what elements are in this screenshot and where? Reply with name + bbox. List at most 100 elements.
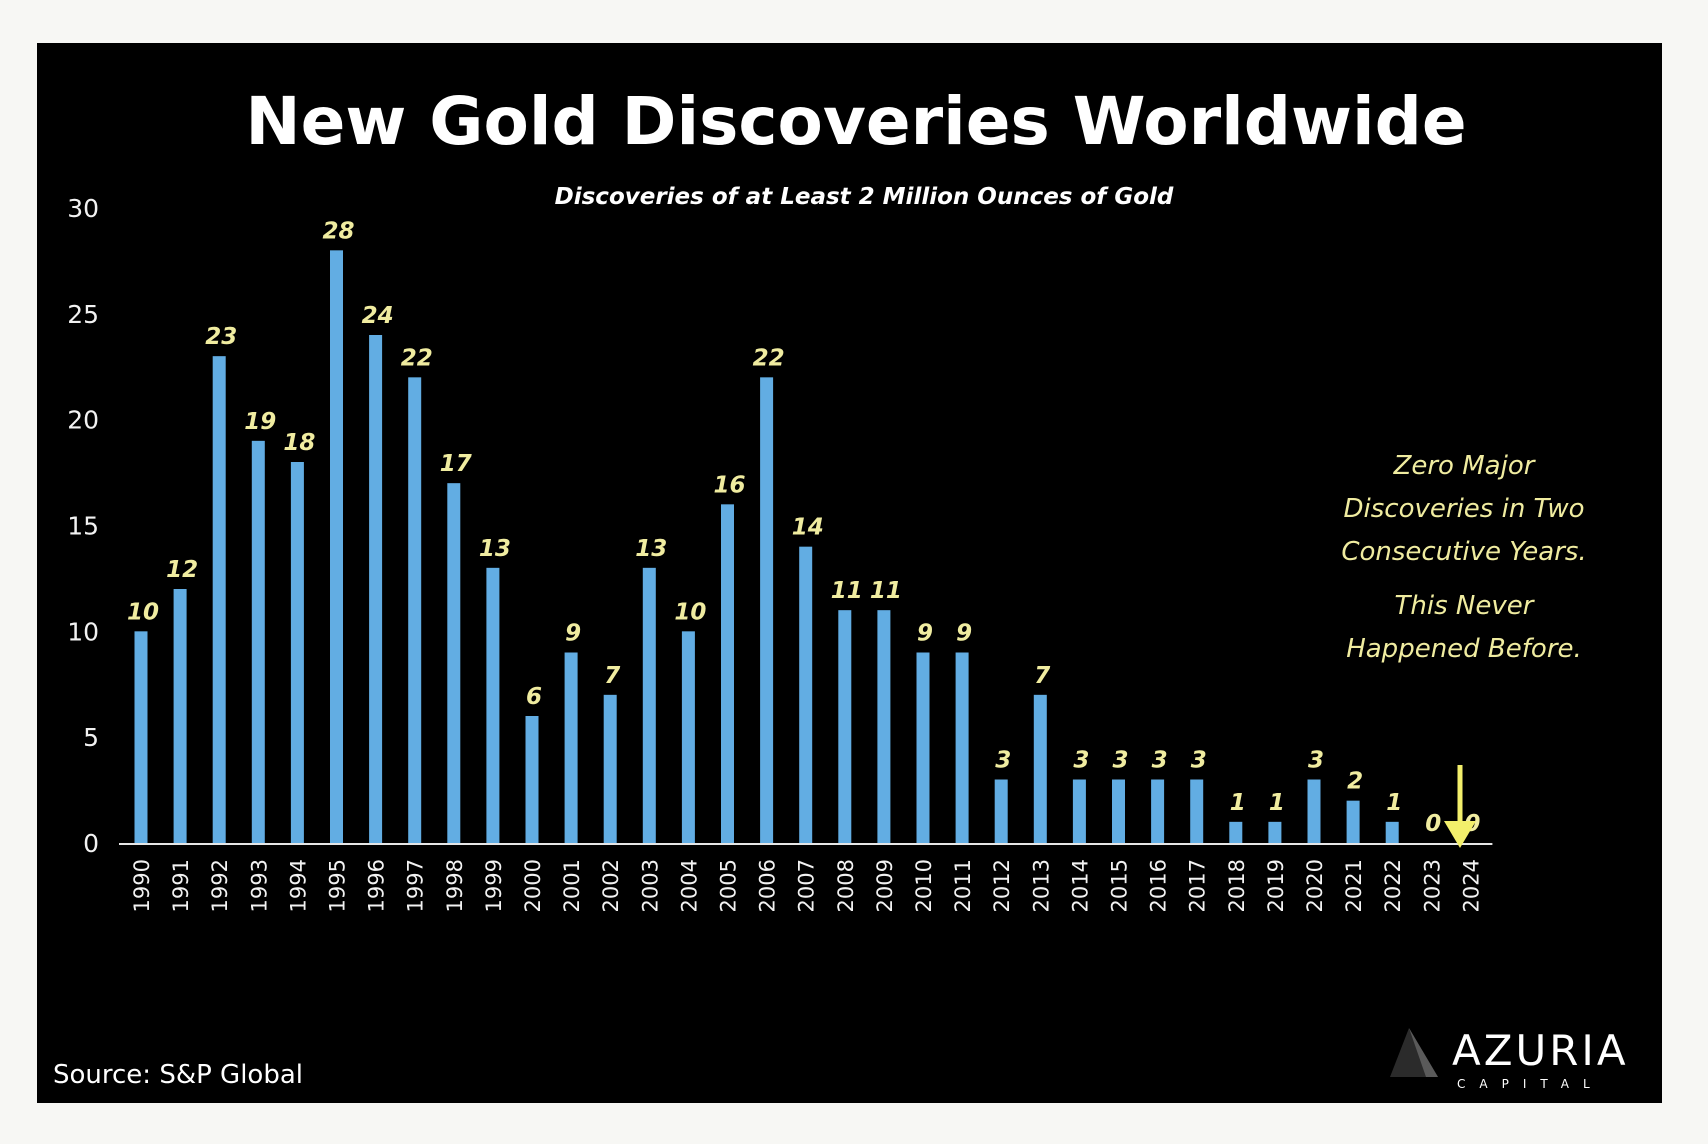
chart-panel: New Gold Discoveries Worldwide Discoveri… [37, 43, 1662, 1103]
x-tick-label: 2015 [1108, 859, 1132, 912]
x-tick-label: 2005 [717, 859, 741, 912]
x-tick-label: 2021 [1342, 859, 1366, 912]
bar [1346, 800, 1360, 843]
x-tick-label: 1992 [208, 859, 232, 912]
annotation-arrow [1444, 765, 1476, 848]
bar-value-label: 22 [753, 345, 785, 371]
x-tick-label: 1995 [326, 859, 350, 912]
bar [681, 631, 695, 843]
bar-value-label: 16 [713, 472, 745, 498]
bar-value-label: 9 [956, 621, 972, 647]
bar-value-label: 3 [1152, 748, 1168, 774]
bar [525, 716, 539, 843]
y-tick-label: 5 [83, 723, 99, 752]
bar [1385, 821, 1399, 843]
bar-value-label: 24 [362, 303, 394, 329]
x-tick-label: 1998 [443, 859, 467, 912]
y-tick-label: 15 [67, 512, 99, 541]
source-note: Source: S&P Global [53, 1060, 303, 1090]
bar [799, 546, 813, 843]
bar-value-label: 23 [205, 324, 237, 350]
x-tick-label: 2019 [1264, 859, 1288, 912]
bar-value-label: 7 [1034, 663, 1050, 689]
bar-value-label: 1 [1230, 790, 1246, 816]
x-tick-label: 2007 [795, 859, 819, 912]
x-tick-label: 2000 [521, 859, 545, 912]
bar [330, 250, 343, 844]
bar-value-label: 11 [831, 578, 863, 604]
x-tick-label: 1993 [247, 859, 271, 912]
bar [1151, 779, 1165, 843]
x-tick-label: 1997 [404, 859, 428, 912]
annotation-line: Zero Major [1393, 451, 1537, 481]
brand-logo: AZURIA CAPITAL [1390, 1026, 1626, 1091]
bar [1072, 779, 1086, 843]
x-tick-label: 2016 [1147, 859, 1171, 912]
chart-subtitle: Discoveries of at Least 2 Million Ounces… [555, 184, 1174, 210]
x-tick-label: 2004 [677, 859, 701, 912]
x-tick-label: 1990 [130, 859, 154, 912]
bar [564, 652, 578, 843]
x-tick-label: 1991 [169, 859, 193, 912]
bar-value-label: 1 [1269, 790, 1285, 816]
x-tick-label: 2014 [1068, 859, 1092, 912]
bar-value-label: 13 [479, 536, 511, 562]
bar-value-label: 18 [283, 430, 315, 456]
bar [1112, 779, 1125, 843]
bar-value-label: 9 [565, 621, 581, 647]
x-tick-label: 2006 [756, 859, 780, 912]
x-tick-label: 2018 [1225, 859, 1249, 912]
x-tick-label: 2003 [638, 859, 662, 912]
bar-value-label: 3 [1191, 748, 1207, 774]
bar [173, 589, 187, 843]
bar [1229, 821, 1243, 843]
x-tick-label: 2017 [1186, 859, 1210, 912]
x-tick-label: 2009 [873, 859, 897, 912]
bar-value-label: 22 [401, 345, 433, 371]
annotation-callout: Zero Major Discoveries in Two Consecutive … [1341, 451, 1586, 664]
brand-subtitle: CAPITAL [1457, 1077, 1604, 1091]
x-tick-label: 2013 [1029, 859, 1053, 912]
bar-value-label: 1 [1386, 790, 1402, 816]
annotation-arrow-head [1444, 821, 1476, 848]
bar [877, 610, 891, 843]
bar [408, 377, 422, 843]
bar [994, 779, 1008, 843]
x-tick-label: 2024 [1459, 859, 1483, 912]
x-tick-label: 2008 [834, 859, 858, 912]
bar-series [134, 250, 1399, 844]
bar [838, 610, 852, 843]
bar-value-label: 9 [917, 621, 933, 647]
x-tick-label: 1999 [482, 859, 506, 912]
annotation-line: Consecutive Years. [1341, 537, 1586, 567]
bar [251, 440, 265, 843]
x-tick-label: 2022 [1381, 859, 1405, 912]
bar [1033, 694, 1047, 843]
bar [447, 483, 461, 843]
x-tick-label: 2023 [1420, 859, 1444, 912]
bar-value-label: 3 [1073, 748, 1089, 774]
bar-value-label: 12 [166, 557, 198, 583]
y-tick-label: 20 [67, 406, 99, 435]
y-axis: 0 5 10 15 20 25 30 [67, 194, 99, 858]
bar [212, 356, 226, 843]
bar-value-label: 19 [244, 409, 276, 435]
bar-value-label: 10 [127, 599, 159, 625]
x-tick-label: 1996 [365, 859, 389, 912]
y-tick-label: 25 [67, 300, 99, 329]
bar-value-label: 3 [1308, 748, 1324, 774]
x-tick-label: 2011 [951, 859, 975, 912]
bar-value-label: 13 [635, 536, 667, 562]
bar [916, 652, 930, 843]
bar [1268, 821, 1282, 843]
bar-value-label: 0 [1425, 811, 1441, 837]
bar-value-label: 11 [870, 578, 902, 604]
bar [721, 504, 734, 843]
x-axis: 1990 1991 1992 1993 1994 1995 1996 1997 1998 1999… [130, 859, 1483, 912]
chart-title: New Gold Discoveries Worldwide [245, 83, 1466, 160]
bar-value-label: 2 [1347, 769, 1363, 795]
bar-value-label: 3 [995, 748, 1011, 774]
bar [603, 694, 617, 843]
y-tick-label: 30 [67, 194, 99, 223]
